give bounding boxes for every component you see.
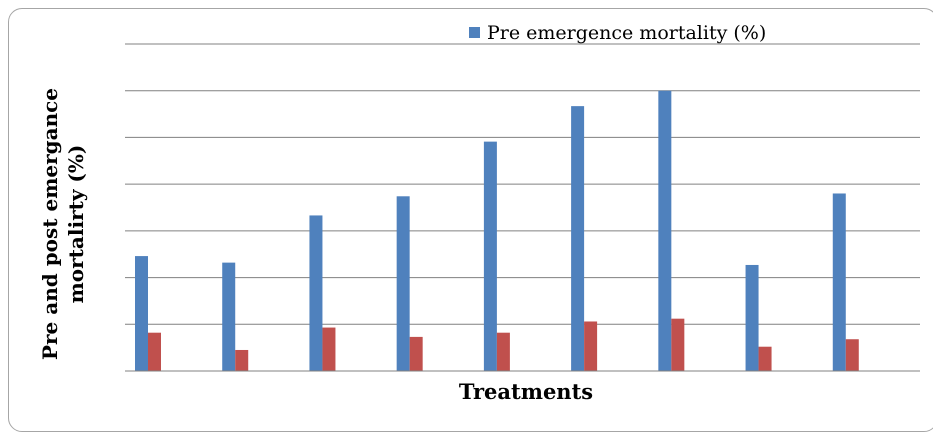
legend-label-pre-emergence: Pre emergence mortality (%) — [487, 22, 766, 44]
bar-pre-emergence-8 — [745, 264, 759, 371]
bar-pre-emergence-3 — [309, 215, 323, 371]
bar-post-emergence-9 — [845, 339, 859, 371]
y-axis-label-line1: Pre and post emergance — [38, 88, 62, 360]
gridlines — [125, 43, 920, 325]
bar-pre-emergence-1 — [135, 256, 148, 371]
bar-post-emergence-5 — [496, 332, 510, 371]
x-axis-label: Treatments — [459, 379, 593, 404]
legend: Pre emergence mortality (%) — [469, 22, 766, 44]
bar-pre-emergence-9 — [832, 193, 846, 371]
chart-frame — [8, 8, 933, 432]
bar-post-emergence-4 — [409, 336, 423, 371]
bar-pre-emergence-2 — [222, 262, 236, 371]
bar-post-emergence-8 — [758, 346, 772, 371]
bar-pre-emergence-5 — [483, 141, 497, 371]
bar-post-emergence-1 — [148, 332, 161, 371]
bar-post-emergence-2 — [235, 349, 249, 371]
bar-post-emergence-6 — [584, 321, 598, 371]
bar-pre-emergence-4 — [396, 196, 410, 371]
y-axis-label: Pre and post emergance mortalirty (%) — [38, 88, 88, 360]
bar-post-emergence-3 — [322, 327, 336, 371]
bars — [135, 90, 859, 371]
legend-swatch-pre-emergence — [469, 27, 480, 38]
bar-pre-emergence-7 — [658, 90, 672, 371]
bar-post-emergence-7 — [671, 318, 685, 371]
bar-pre-emergence-6 — [571, 106, 585, 371]
y-axis-label-line2: mortalirty (%) — [64, 145, 88, 304]
